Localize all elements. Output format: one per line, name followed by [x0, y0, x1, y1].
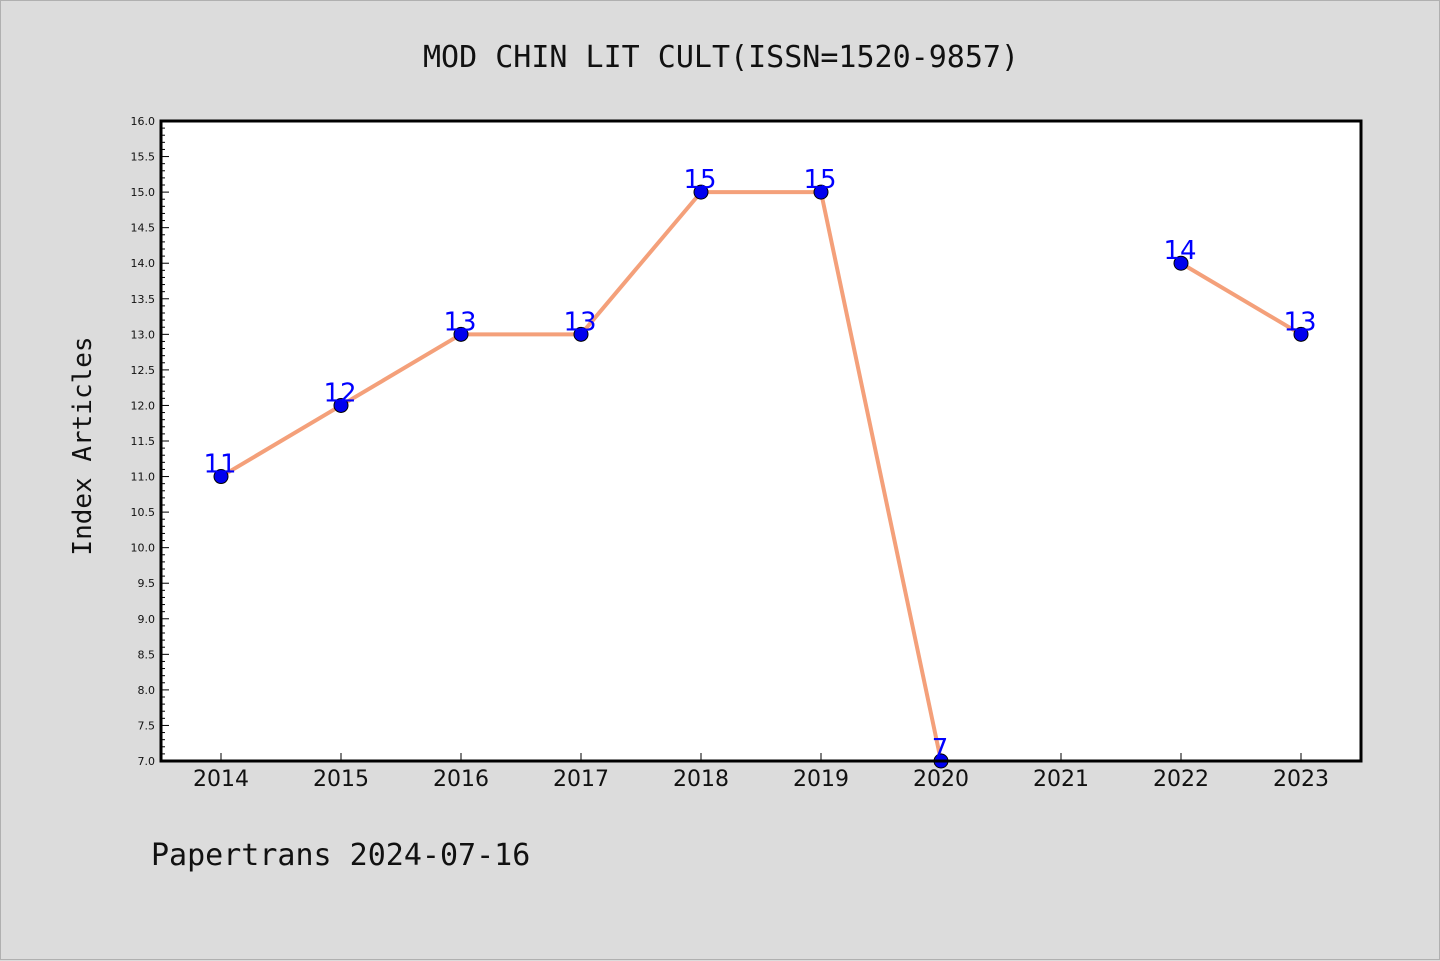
- y-tick-label: 14.0: [131, 257, 156, 270]
- data-label: 13: [443, 307, 476, 337]
- y-tick-label: 12.0: [131, 399, 156, 412]
- y-tick-label: 15.0: [131, 186, 156, 199]
- data-label: 15: [803, 165, 836, 195]
- y-tick-label: 15.5: [131, 151, 156, 164]
- x-tick-label: 2023: [1273, 767, 1329, 792]
- x-tick-label: 2020: [913, 767, 969, 792]
- y-axis-label: Index Articles: [68, 336, 98, 555]
- data-point: [693, 184, 709, 200]
- x-tick-label: 2015: [313, 767, 369, 792]
- data-point: [573, 326, 589, 342]
- data-point: [333, 397, 349, 413]
- y-tick-label: 10.5: [131, 506, 156, 519]
- plot-area: [161, 121, 1361, 761]
- x-tick-label: 2016: [433, 767, 489, 792]
- x-tick-label: 2018: [673, 767, 729, 792]
- series-segment: [1179, 261, 1303, 337]
- data-points: [213, 184, 1309, 769]
- y-tick-label: 7.0: [138, 755, 156, 768]
- data-label: 14: [1163, 236, 1196, 266]
- data-label: 7: [932, 734, 949, 764]
- data-point: [813, 184, 829, 200]
- y-tick-label: 11.5: [131, 435, 156, 448]
- data-point: [213, 469, 229, 485]
- x-tick-label: 2017: [553, 767, 609, 792]
- footer-credit: Papertrans 2024-07-16: [151, 838, 530, 873]
- y-tick-label: 8.5: [138, 648, 156, 661]
- x-tick-label: 2022: [1153, 767, 1209, 792]
- data-label: 11: [203, 450, 236, 480]
- y-tick-label: 16.0: [131, 115, 156, 128]
- y-tick-label: 7.5: [138, 719, 156, 732]
- data-label: 12: [323, 378, 356, 408]
- y-tick-label: 11.0: [131, 471, 156, 484]
- y-tick-label: 9.0: [138, 613, 156, 626]
- x-axis: 2014 2015 2016 2017 2018 2019 2020 2021 2022 2023: [193, 753, 1329, 792]
- data-label: 13: [563, 307, 596, 337]
- y-axis: 7.0 7.5 8.0 8.5 9.0 9.5 10.0 10.5 11.0 11.5 12.0 12…: [131, 115, 169, 768]
- x-tick-label: 2021: [1033, 767, 1089, 792]
- chart-title: MOD CHIN LIT CULT(ISSN=1520-9857): [423, 40, 1019, 75]
- y-tick-label: 12.5: [131, 364, 156, 377]
- data-labels: 11 12 13 13 15 15 7 14 13: [203, 165, 1316, 764]
- y-tick-label: 9.5: [138, 577, 156, 590]
- y-tick-label: 13.0: [131, 328, 156, 341]
- y-tick-label: 8.0: [138, 684, 156, 697]
- plot-frame: [159, 119, 1363, 763]
- x-tick-label: 2014: [193, 767, 249, 792]
- data-point: [1293, 326, 1309, 342]
- data-point: [1173, 255, 1189, 271]
- x-tick-label: 2019: [793, 767, 849, 792]
- y-tick-label: 10.0: [131, 542, 156, 555]
- data-label: 13: [1283, 307, 1316, 337]
- y-tick-label: 14.5: [131, 222, 156, 235]
- data-label: 15: [683, 165, 716, 195]
- data-point: [453, 326, 469, 342]
- y-tick-label: 13.5: [131, 293, 156, 306]
